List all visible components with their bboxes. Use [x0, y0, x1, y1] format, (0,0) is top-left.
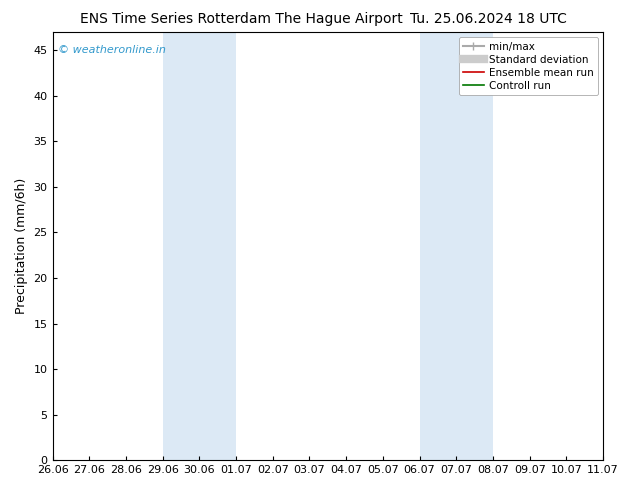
Y-axis label: Precipitation (mm/6h): Precipitation (mm/6h) — [15, 178, 28, 314]
Text: ENS Time Series Rotterdam The Hague Airport: ENS Time Series Rotterdam The Hague Airp… — [79, 12, 403, 26]
Bar — [420, 32, 493, 460]
Legend: min/max, Standard deviation, Ensemble mean run, Controll run: min/max, Standard deviation, Ensemble me… — [459, 37, 598, 95]
Text: Tu. 25.06.2024 18 UTC: Tu. 25.06.2024 18 UTC — [410, 12, 567, 26]
Text: © weatheronline.in: © weatheronline.in — [58, 45, 166, 55]
Bar — [163, 32, 236, 460]
